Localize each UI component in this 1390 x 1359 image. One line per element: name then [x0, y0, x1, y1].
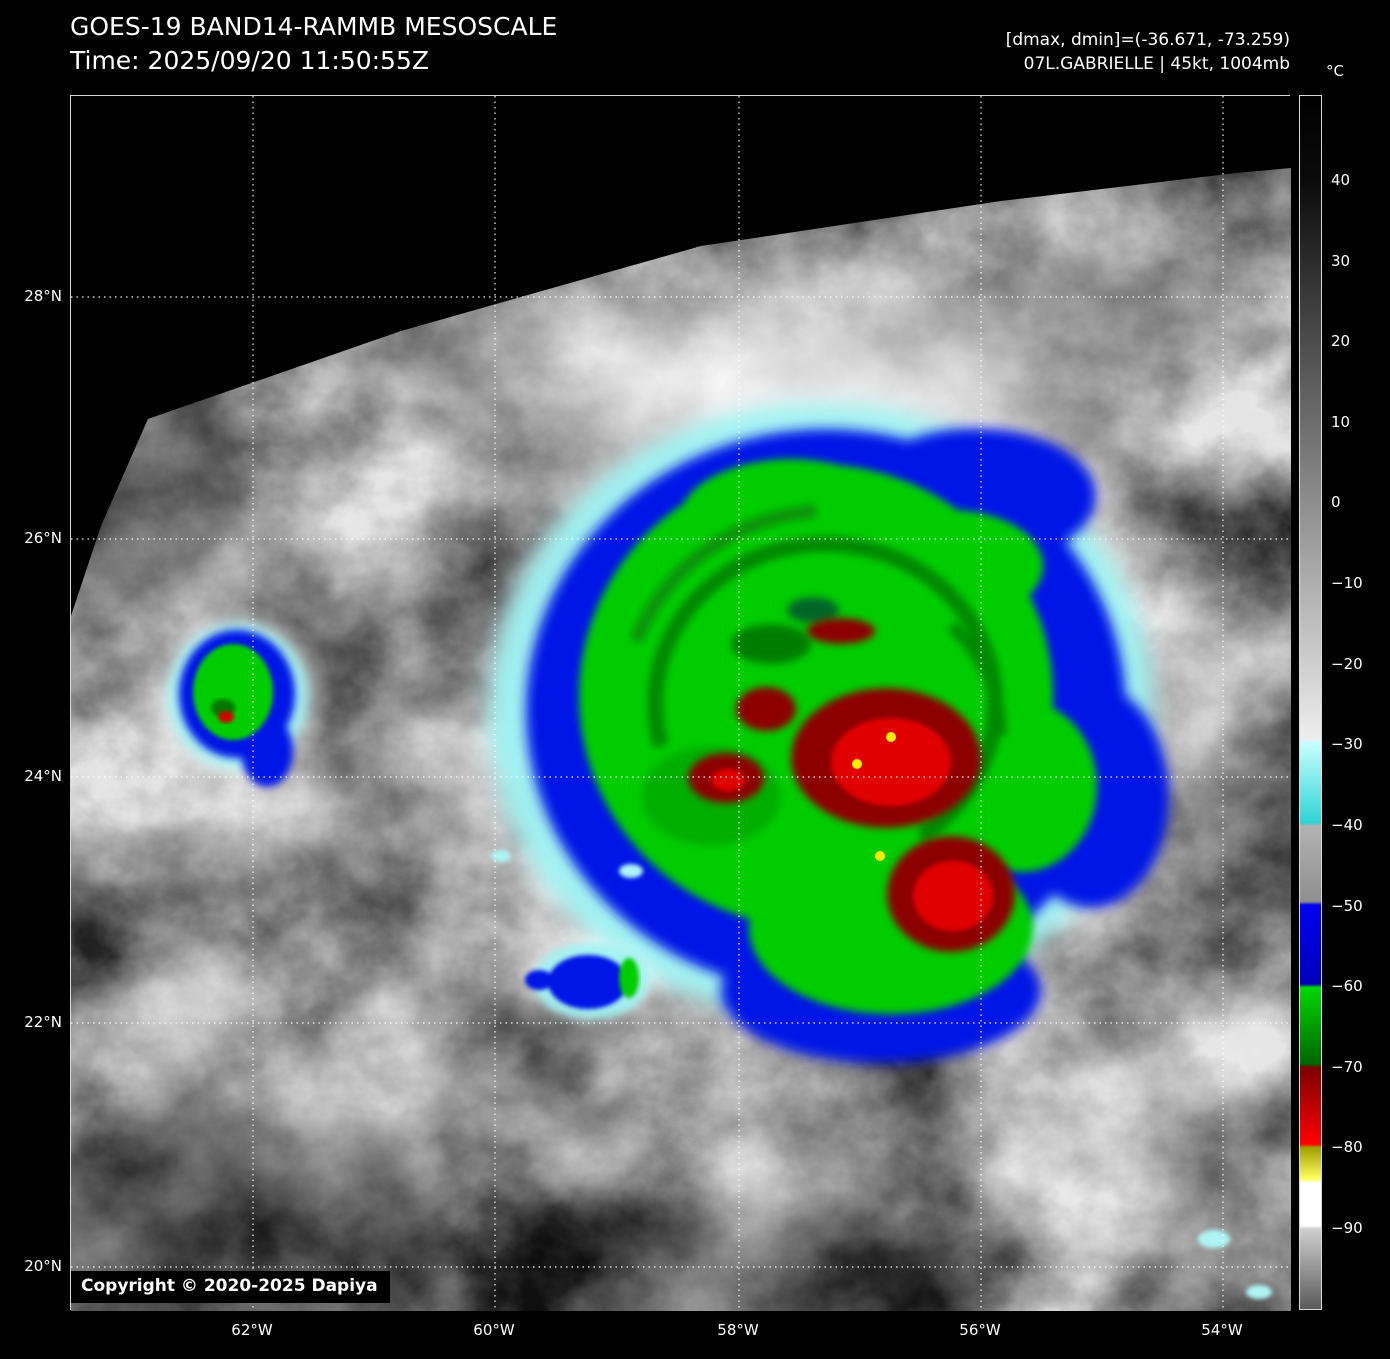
lon-label: 60°W: [473, 1321, 515, 1339]
satellite-map: Copyright © 2020-2025 Dapiya: [70, 95, 1291, 1311]
lat-label: 24°N: [24, 767, 62, 785]
south-convective-cell: [516, 931, 666, 1031]
lat-label: 22°N: [24, 1013, 62, 1031]
colorbar-tick-label: −90: [1331, 1219, 1363, 1238]
timestamp: Time: 2025/09/20 11:50:55Z: [70, 46, 429, 75]
colorbar-tick-label: −70: [1331, 1057, 1363, 1076]
cloud-field: [71, 168, 1291, 1311]
storm-info: 07L.GABRIELLE | 45kt, 1004mb: [1023, 54, 1290, 74]
colorbar-tick-label: 10: [1331, 412, 1351, 431]
storm-gabrielle: [401, 256, 1261, 1063]
copyright: Copyright © 2020-2025 Dapiya: [71, 1271, 390, 1303]
graticule: [71, 96, 1291, 1311]
colorbar-tick-label: 0: [1331, 493, 1341, 512]
lat-label: 28°N: [24, 287, 62, 305]
colorbar-tick-label: −40: [1331, 815, 1363, 834]
storm-overshooting-tops: [852, 732, 896, 861]
west-convective-cell: [144, 602, 334, 787]
satellite-image: [71, 96, 1291, 1311]
lat-label: 20°N: [24, 1257, 62, 1275]
colorbar-tick-labels: 40 30 20 10 0 −10 −20 −30 −40 −50 −60 −70 −80 −90: [1331, 95, 1390, 1310]
lat-label: 26°N: [24, 529, 62, 547]
colorbar-tick-label: 20: [1331, 332, 1351, 351]
storm-inner-bands: [629, 504, 1007, 846]
colorbar-tick-label: 40: [1331, 171, 1351, 189]
data-range: [dmax, dmin]=(-36.671, -73.259): [1005, 30, 1290, 50]
colorbar-unit: °C: [1326, 62, 1344, 80]
lon-label: 62°W: [231, 1321, 273, 1339]
lon-label: 56°W: [959, 1321, 1001, 1339]
colorbar-tick-label: −30: [1331, 735, 1363, 754]
lon-label: 54°W: [1201, 1321, 1243, 1339]
colorbar-tick-label: −20: [1331, 654, 1363, 673]
colorbar-tick-label: −10: [1331, 574, 1363, 593]
lon-label: 58°W: [717, 1321, 759, 1339]
colorbar-tick-label: 30: [1331, 251, 1351, 270]
colorbar-tick-label: −80: [1331, 1138, 1363, 1157]
colorbar-tick-label: −60: [1331, 977, 1363, 996]
page-title: GOES-19 BAND14-RAMMB MESOSCALE: [70, 12, 558, 41]
colorbar-tick-label: −50: [1331, 896, 1363, 915]
colorbar: [1299, 95, 1322, 1310]
storm-coldest-red: [711, 718, 993, 931]
